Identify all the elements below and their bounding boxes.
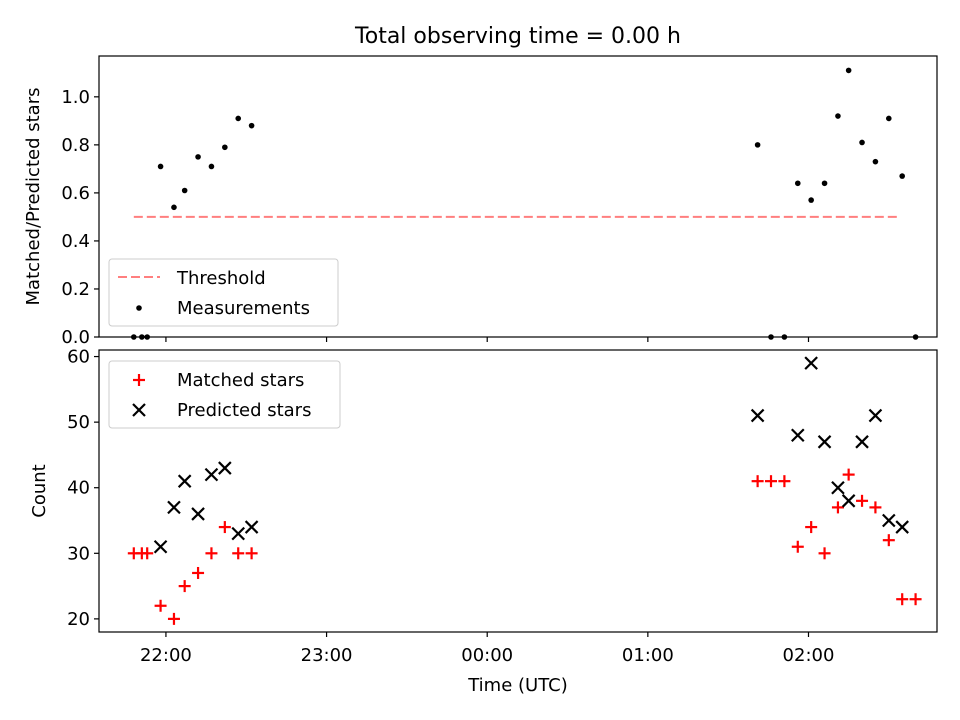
matched-star-point [791,540,804,553]
legend-matched-label: Matched stars [177,370,304,391]
predicted-star-point [831,480,845,495]
measurement-point [171,204,177,211]
bottom-y-tick-label: 20 [67,609,90,630]
predicted-star-point [804,356,818,370]
measurement-point [821,180,828,187]
predicted-star-point [167,500,181,515]
measurement-point [222,144,228,151]
measurement-point [872,158,879,165]
measurement-point [899,173,905,179]
predicted-star-point [817,435,832,449]
predicted-star-point [841,494,856,508]
top-y-tick-label: 0.4 [61,231,90,252]
top-axes-frame [98,55,938,338]
matched-star-point [232,547,245,560]
matched-star-point [909,593,922,606]
matched-star-point [869,501,882,514]
matched-star-point [167,612,180,625]
x-tick-label: 00:00 [461,645,513,666]
bottom-y-tick-label: 30 [67,543,90,564]
bottom-panel: 20 30 40 50 60 22:00 23:00 00:00 01:00 02:00 Count… [29,347,938,666]
predicted-star-point [153,539,168,554]
x-tick-label: 23:00 [301,645,353,666]
legend-measurements-swatch [136,305,142,311]
x-tick-label: 01:00 [622,645,674,666]
matched-star-point [765,475,778,488]
bottom-axes-frame [98,349,938,633]
x-axis-label: Time (UTC) [467,675,568,696]
matched-star-point [856,494,869,507]
matched-star-point [205,547,218,560]
legend-measurements-label: Measurements [177,298,310,319]
bottom-y-tick-label: 40 [67,478,90,499]
matched-star-point [192,566,205,579]
measurement-point [886,115,892,122]
predicted-star-point [855,435,869,449]
measurement-point [845,67,852,74]
predicted-star-point [218,461,232,475]
matched-star-point [751,475,764,488]
top-y-tick-label: 0.2 [61,279,90,300]
predicted-star-point [750,408,765,423]
matched-star-point [218,521,231,534]
matched-star-point [882,534,895,547]
predicted-star-point [882,513,896,528]
legend-matched-swatch [133,374,145,386]
matched-star-point [831,501,844,514]
matched-star-point [178,580,191,593]
bottom-legend: Matched stars Predicted stars [108,360,341,429]
measurement-point [754,142,761,148]
measurement-point [208,163,215,170]
predicted-star-point [791,428,805,443]
predicted-star-point [895,520,909,534]
top-y-tick-label: 0.6 [61,183,90,204]
top-y-axis-label: Matched/Predicted stars [23,88,44,306]
top-y-tick-label: 1.0 [61,87,90,108]
measurement-point [859,139,865,146]
measurement-point [235,115,242,122]
legend-predicted-swatch [132,403,146,417]
top-legend: Threshold Measurements [108,258,339,327]
x-tick-label: 22:00 [140,645,192,666]
matched-star-point [154,599,167,612]
bottom-y-axis-label: Count [29,464,50,517]
measurement-point [181,187,188,194]
predicted-star-point [177,474,192,488]
predicted-star-point [204,467,219,482]
measurement-point [808,197,814,203]
measurement-point [794,180,801,187]
legend-predicted-label: Predicted stars [177,400,311,421]
matched-star-point [778,475,791,488]
matched-star-point [245,547,258,560]
x-tick-label: 02:00 [783,645,835,666]
bottom-y-tick-label: 60 [67,347,90,368]
measurement-point [248,122,255,129]
matched-star-point [896,593,909,606]
measurement-point [157,163,164,170]
chart-title: Total observing time = 0.00 h [354,24,681,49]
measurement-point [195,154,201,160]
predicted-star-point [231,526,245,541]
matched-star-point [141,547,154,560]
top-y-tick-label: 0.8 [61,135,90,156]
legend-threshold-label: Threshold [176,268,266,289]
matched-star-point [805,521,818,534]
predicted-star-point [868,408,883,423]
top-y-tick-label: 0.0 [61,327,90,348]
predicted-star-point [191,507,205,521]
measurement-point [835,113,841,119]
predicted-star-point [244,520,259,534]
matched-star-point [818,547,831,560]
bottom-y-tick-label: 50 [67,412,90,433]
top-panel: 0.0 0.2 0.4 0.6 0.8 1.0 Matched/Predicted star… [23,55,938,348]
matched-star-point [842,468,855,481]
